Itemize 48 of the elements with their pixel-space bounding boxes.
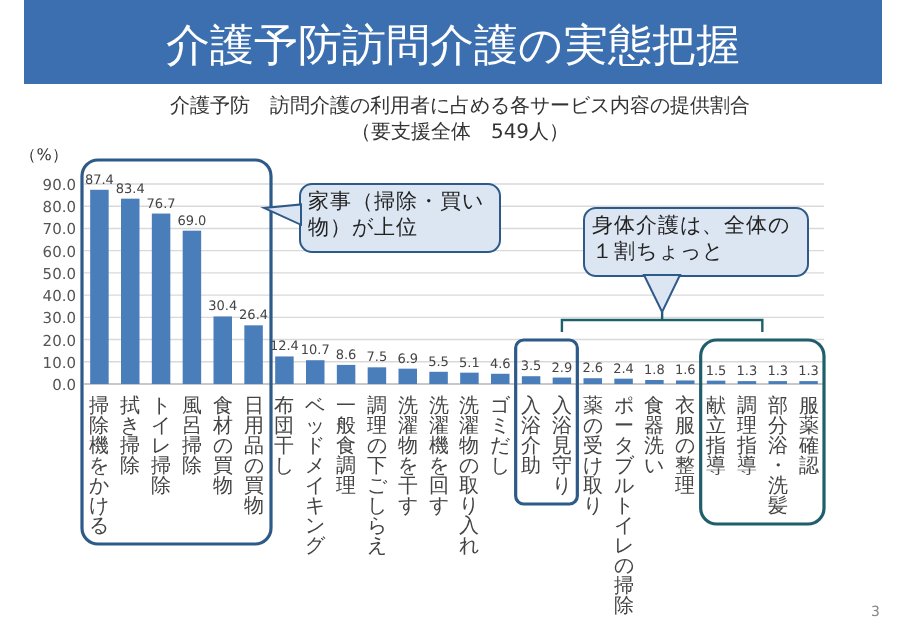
text: （要支援全体 549人） (350, 120, 570, 144)
x-tick-label: 拭き掃除 (120, 394, 141, 478)
bar (90, 189, 109, 384)
bar (182, 230, 202, 384)
x-tick-label: 入浴介助 (521, 394, 542, 478)
x-tick-label: ゴミだし (490, 394, 513, 478)
x-tick-label: 入浴見守り (551, 394, 572, 498)
x-tick-label: 衣服の整理 (675, 394, 696, 498)
bar (460, 372, 479, 384)
x-tick-label: 薬の受け取り (582, 394, 603, 518)
x-tick-label: 風呂掃除 (181, 396, 202, 478)
y-axis-title: （%） (20, 146, 68, 164)
x-tick-label: 献立指導 (704, 394, 727, 478)
bar (306, 360, 325, 384)
x-tick-label: 食材の買物 (210, 394, 233, 498)
bar (521, 376, 541, 384)
x-tick-label: 洗濯物の取り入れ (459, 394, 480, 558)
bar (336, 364, 356, 384)
category-label: ポータブルトイレの掃除 (613, 396, 634, 618)
bar (614, 378, 633, 384)
x-tick-label: 部分浴・洗髪 (767, 394, 788, 518)
x-tick-label: 布団干し (274, 394, 295, 478)
bar (213, 316, 232, 384)
bar (491, 373, 510, 384)
x-tick-label: 一般食調理 (336, 396, 357, 498)
x-tick-label: 洗濯機を回す (428, 394, 449, 518)
chart-title: 介護予防訪問介護の実態把握 (166, 22, 740, 72)
bar (367, 367, 387, 384)
x-tick-label: ベッドメイキング (305, 396, 328, 558)
x-tick-label: トイレ掃除 (151, 396, 172, 498)
x-tick-label: 洗濯物を干す (397, 394, 418, 518)
x-tick-label: 服薬確認 (796, 396, 819, 478)
bar (398, 368, 417, 384)
annotation: 家事（掃除・買い物）が上位 (308, 190, 486, 242)
bar (121, 198, 140, 384)
bar (275, 356, 294, 384)
chart-subtitle: 介護予防 訪問介護の利用者に占める各サービス内容の提供割合 (170, 94, 750, 118)
bar (429, 371, 448, 384)
x-tick-label: 掃除機をかける (89, 394, 110, 538)
bar (552, 377, 572, 384)
bar (151, 213, 171, 384)
bar (583, 378, 602, 384)
x-tick-label: 調理の下ごしらえ (366, 394, 389, 558)
x-tick-label: 日用品の買物 (243, 396, 264, 518)
bar (244, 325, 263, 384)
x-tick-label: 食器洗い (644, 394, 665, 478)
x-tick-label: 調理指導 (734, 394, 757, 478)
annotation: 身体介護は、全体の１割ちょっと (592, 214, 792, 266)
